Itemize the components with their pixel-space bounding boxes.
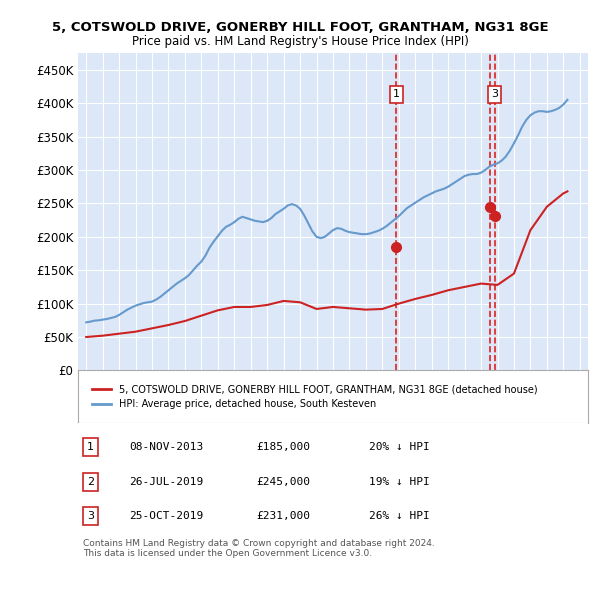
Text: 1: 1 — [393, 89, 400, 99]
Text: Price paid vs. HM Land Registry's House Price Index (HPI): Price paid vs. HM Land Registry's House … — [131, 35, 469, 48]
Text: £231,000: £231,000 — [257, 511, 311, 521]
Text: 25-OCT-2019: 25-OCT-2019 — [129, 511, 203, 521]
Text: 26-JUL-2019: 26-JUL-2019 — [129, 477, 203, 487]
Text: £245,000: £245,000 — [257, 477, 311, 487]
Text: Contains HM Land Registry data © Crown copyright and database right 2024.
This d: Contains HM Land Registry data © Crown c… — [83, 539, 435, 558]
Text: 26% ↓ HPI: 26% ↓ HPI — [368, 511, 430, 521]
Text: 19% ↓ HPI: 19% ↓ HPI — [368, 477, 430, 487]
Legend: 5, COTSWOLD DRIVE, GONERBY HILL FOOT, GRANTHAM, NG31 8GE (detached house), HPI: : 5, COTSWOLD DRIVE, GONERBY HILL FOOT, GR… — [88, 381, 542, 413]
Text: 5, COTSWOLD DRIVE, GONERBY HILL FOOT, GRANTHAM, NG31 8GE: 5, COTSWOLD DRIVE, GONERBY HILL FOOT, GR… — [52, 21, 548, 34]
Text: £185,000: £185,000 — [257, 442, 311, 453]
Text: 2: 2 — [87, 477, 94, 487]
Text: 20% ↓ HPI: 20% ↓ HPI — [368, 442, 430, 453]
Text: 3: 3 — [491, 89, 498, 99]
Text: 08-NOV-2013: 08-NOV-2013 — [129, 442, 203, 453]
Text: 1: 1 — [87, 442, 94, 453]
Text: 3: 3 — [87, 511, 94, 521]
